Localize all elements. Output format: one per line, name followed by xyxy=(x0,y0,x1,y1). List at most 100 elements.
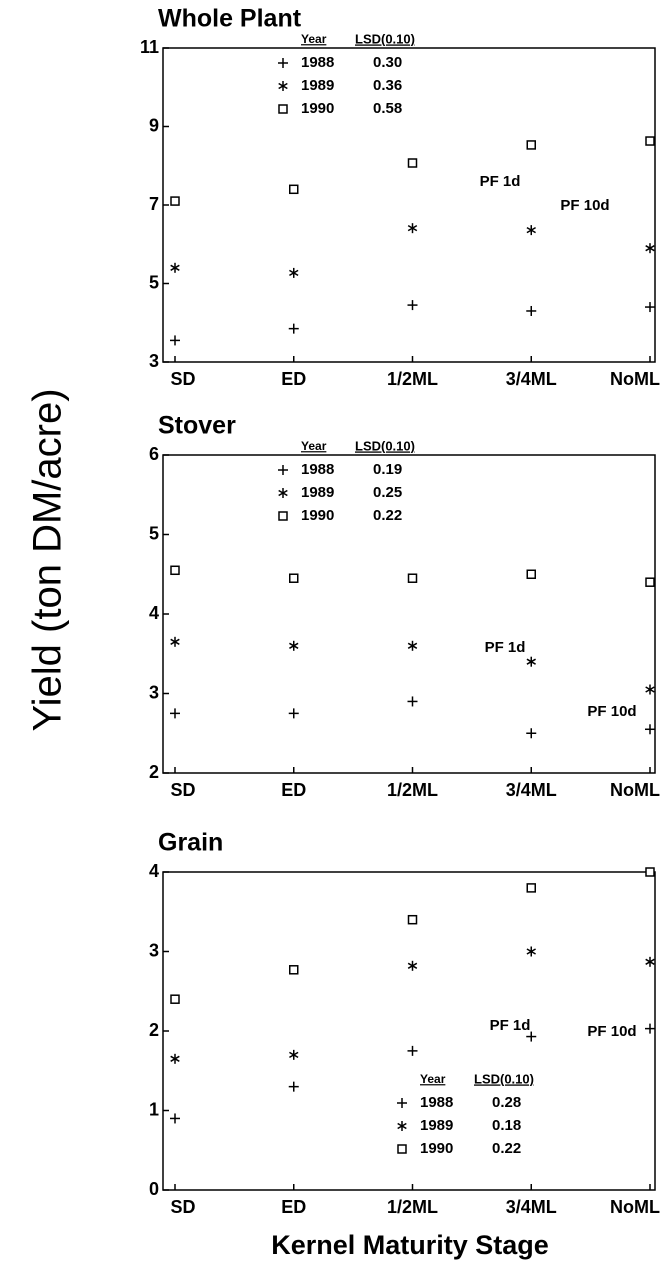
legend-header: LSD(0.10) xyxy=(355,31,415,46)
data-point xyxy=(170,1113,180,1124)
data-point xyxy=(407,573,418,583)
marker-stroke xyxy=(170,264,180,271)
data-point xyxy=(407,640,418,651)
marker-stroke xyxy=(278,82,288,90)
data-point xyxy=(645,956,655,967)
data-point xyxy=(288,708,299,719)
data-point xyxy=(170,636,180,647)
data-point xyxy=(645,302,655,313)
y-tick-label: 3 xyxy=(149,940,159,960)
legend-label: 1990 xyxy=(301,100,334,117)
x-tick-label: NoML xyxy=(610,1197,660,1217)
data-point xyxy=(526,883,536,893)
x-tick-label: 3/4ML xyxy=(506,780,557,800)
data-point xyxy=(170,196,180,206)
data-point xyxy=(407,696,418,707)
data-point xyxy=(289,184,299,195)
panel-title: Stover xyxy=(158,412,236,440)
legend-header: LSD(0.10) xyxy=(474,1071,534,1086)
legend-marker xyxy=(397,1098,407,1108)
legend-label: 1989 xyxy=(301,77,334,94)
marker-stroke xyxy=(289,642,299,649)
y-tick-label: 7 xyxy=(149,194,159,214)
legend-header: Year xyxy=(301,32,327,46)
data-point xyxy=(407,914,418,925)
legend-lsd: 0.18 xyxy=(492,1117,521,1134)
marker-stroke xyxy=(407,225,418,232)
legend-lsd: 0.28 xyxy=(492,1094,521,1111)
data-point xyxy=(407,158,418,168)
legend-lsd: 0.30 xyxy=(373,54,402,71)
data-point xyxy=(289,267,299,278)
annotation: PF 10d xyxy=(560,197,609,214)
marker-stroke xyxy=(170,638,180,645)
legend-lsd: 0.58 xyxy=(373,100,402,117)
marker-stroke xyxy=(289,1051,299,1058)
legend-marker xyxy=(278,488,288,498)
x-tick-label: 3/4ML xyxy=(506,1197,557,1217)
marker-stroke xyxy=(407,642,418,649)
annotation: PF 10d xyxy=(587,1023,636,1040)
x-tick-label: ED xyxy=(281,1197,306,1217)
marker-stroke xyxy=(526,948,536,955)
x-axis-label: Kernel Maturity Stage xyxy=(271,1230,549,1260)
marker-box xyxy=(289,573,299,583)
legend-marker xyxy=(278,104,288,114)
marker-box xyxy=(278,511,288,521)
legend-header: Year xyxy=(420,1072,446,1086)
annotation: PF 1d xyxy=(480,173,521,190)
x-tick-label: SD xyxy=(170,780,195,800)
legend-header: Year xyxy=(301,439,327,453)
x-tick-label: SD xyxy=(170,369,195,389)
y-tick-label: 2 xyxy=(149,762,159,782)
data-point xyxy=(645,1023,655,1034)
marker-stroke xyxy=(526,658,536,665)
y-tick-label: 4 xyxy=(149,861,159,881)
legend-lsd: 0.19 xyxy=(373,461,402,478)
data-point xyxy=(526,656,536,667)
panel-title: Whole Plant xyxy=(158,5,302,33)
x-tick-label: NoML xyxy=(610,369,660,389)
plot-frame xyxy=(162,454,656,774)
panel-title: Grain xyxy=(158,829,223,857)
legend-label: 1988 xyxy=(420,1094,453,1111)
y-tick-label: 4 xyxy=(149,603,159,623)
data-point xyxy=(289,965,299,975)
x-tick-label: 3/4ML xyxy=(506,369,557,389)
y-tick-label: 3 xyxy=(149,682,159,702)
x-tick-label: 1/2ML xyxy=(387,1197,438,1217)
legend-lsd: 0.22 xyxy=(492,1140,521,1157)
marker-stroke xyxy=(645,958,655,965)
annotation: PF 1d xyxy=(490,1017,531,1034)
legend-lsd: 0.36 xyxy=(373,77,402,94)
marker-box xyxy=(278,104,288,114)
data-point xyxy=(289,573,299,583)
y-tick-label: 6 xyxy=(149,444,159,464)
annotation: PF 10d xyxy=(587,703,636,720)
legend-marker xyxy=(278,511,288,521)
data-point xyxy=(407,1045,418,1056)
data-point xyxy=(645,136,655,146)
marker-box xyxy=(407,573,418,583)
data-point xyxy=(645,867,655,877)
marker-stroke xyxy=(407,962,418,969)
y-tick-label: 5 xyxy=(149,272,159,292)
data-point xyxy=(645,724,655,735)
legend-label: 1990 xyxy=(420,1140,453,1157)
y-tick-label: 1 xyxy=(149,1099,159,1119)
y-tick-label: 2 xyxy=(149,1020,159,1040)
marker-stroke xyxy=(526,226,536,234)
legend-label: 1989 xyxy=(420,1117,453,1134)
y-tick-label: 5 xyxy=(149,523,159,543)
x-tick-label: SD xyxy=(170,1197,195,1217)
data-point xyxy=(170,708,180,719)
legend-header: LSD(0.10) xyxy=(355,438,415,453)
marker-stroke xyxy=(645,686,655,693)
legend-marker xyxy=(278,58,288,68)
legend-label: 1988 xyxy=(301,461,334,478)
legend-lsd: 0.22 xyxy=(373,507,402,524)
marker-box xyxy=(645,136,655,146)
data-point xyxy=(526,569,536,579)
marker-box xyxy=(526,569,536,579)
